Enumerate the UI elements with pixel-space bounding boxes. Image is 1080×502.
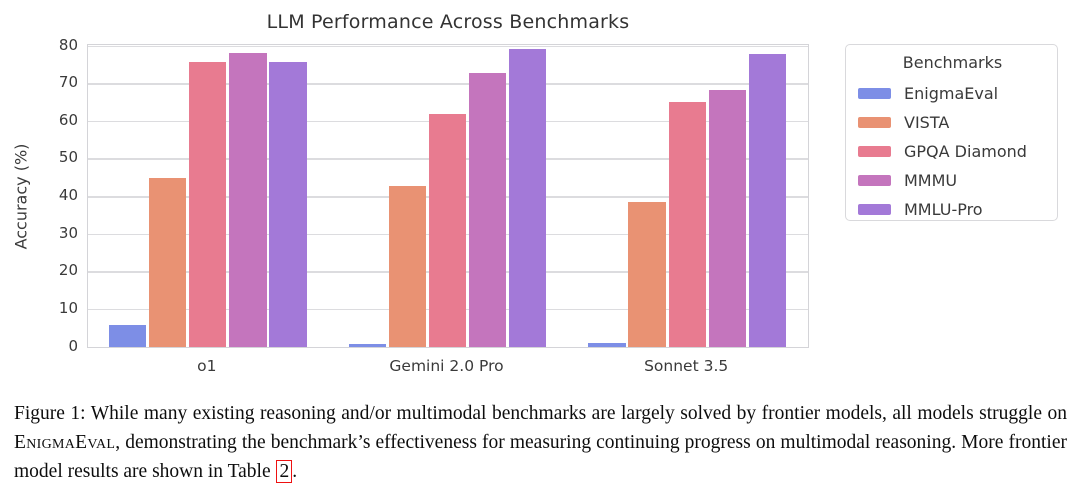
bar-o1-enigmaeval: [108, 325, 147, 347]
legend-item-label: MMLU-Pro: [904, 200, 983, 219]
bar-gemini-2-0-pro-mmmu: [468, 73, 507, 347]
legend: Benchmarks EnigmaEval VISTA GPQA Diamond MM…: [845, 44, 1058, 221]
plot-area: [87, 44, 809, 348]
legend-item-label: MMMU: [904, 171, 958, 190]
y-tick-label-30: 30: [58, 223, 78, 242]
bar-o1-gpqa-diamond: [189, 62, 227, 347]
legend-swatch-icon: [858, 175, 891, 186]
figure-caption: Figure 1: While many existing reasoning …: [14, 399, 1067, 486]
y-tick-label-70: 70: [58, 73, 78, 92]
caption-text-2: , demonstrating the benchmark’s effectiv…: [14, 432, 1067, 482]
bar-sonnet-3-5-gpqa-diamond: [668, 102, 706, 347]
bar-o1-mmlu-pro: [269, 61, 307, 347]
bar-sonnet-3-5-mmmu: [708, 90, 746, 347]
legend-item-label: VISTA: [904, 113, 950, 132]
y-tick-label-40: 40: [58, 186, 78, 204]
legend-item-mmlu-pro: MMLU-Pro: [858, 195, 1047, 224]
legend-title: Benchmarks: [902, 53, 1003, 72]
legend-swatch-icon: [858, 88, 891, 99]
legend-items: EnigmaEval VISTA GPQA Diamond MMMU MMLU-Pro: [858, 79, 1047, 224]
legend-swatch-icon: [858, 204, 891, 215]
bar-o1-vista: [149, 177, 187, 347]
bar-gemini-2-0-pro-gpqa-diamond: [428, 113, 467, 347]
bar-gemini-2-0-pro-enigmaeval: [348, 344, 386, 347]
legend-swatch-icon: [858, 117, 891, 128]
caption-text-3: .: [292, 461, 298, 482]
y-tick-label-50: 50: [58, 148, 78, 167]
legend-item-vista: VISTA: [858, 108, 1047, 137]
bar-sonnet-3-5-enigmaeval: [588, 343, 626, 347]
chart-title: LLM Performance Across Benchmarks: [266, 11, 630, 33]
gridline-y70: [88, 83, 808, 85]
legend-item-enigmaeval: EnigmaEval: [858, 79, 1047, 108]
y-tick-label-80: 80: [58, 35, 78, 54]
x-tick-label-1: Gemini 2.0 Pro: [389, 357, 504, 375]
caption-text-1: Figure 1: While many existing reasoning …: [14, 403, 1067, 424]
table-2-reference-link[interactable]: 2: [276, 460, 293, 483]
y-tick-label-60: 60: [58, 110, 78, 129]
legend-swatch-icon: [858, 146, 891, 157]
bar-gemini-2-0-pro-vista: [388, 185, 427, 347]
bar-sonnet-3-5-mmlu-pro: [748, 53, 786, 347]
legend-item-label: GPQA Diamond: [904, 142, 1027, 161]
y-tick-label-10: 10: [58, 298, 78, 317]
legend-item-mmmu: MMMU: [858, 166, 1047, 195]
legend-item-label: EnigmaEval: [904, 84, 999, 103]
bar-gemini-2-0-pro-mmlu-pro: [509, 49, 547, 347]
bar-sonnet-3-5-vista: [628, 202, 666, 347]
bar-o1-mmmu: [229, 52, 267, 347]
x-tick-label-0: o1: [197, 357, 217, 375]
gridline-y80: [88, 45, 808, 47]
legend-item-gpqa-diamond: GPQA Diamond: [858, 137, 1047, 166]
y-tick-label-0: 0: [68, 336, 78, 355]
y-tick-label-20: 20: [58, 261, 78, 280]
x-tick-label-2: Sonnet 3.5: [644, 357, 729, 375]
caption-smallcaps-enigmaeval: EnigmaEval: [14, 432, 116, 453]
